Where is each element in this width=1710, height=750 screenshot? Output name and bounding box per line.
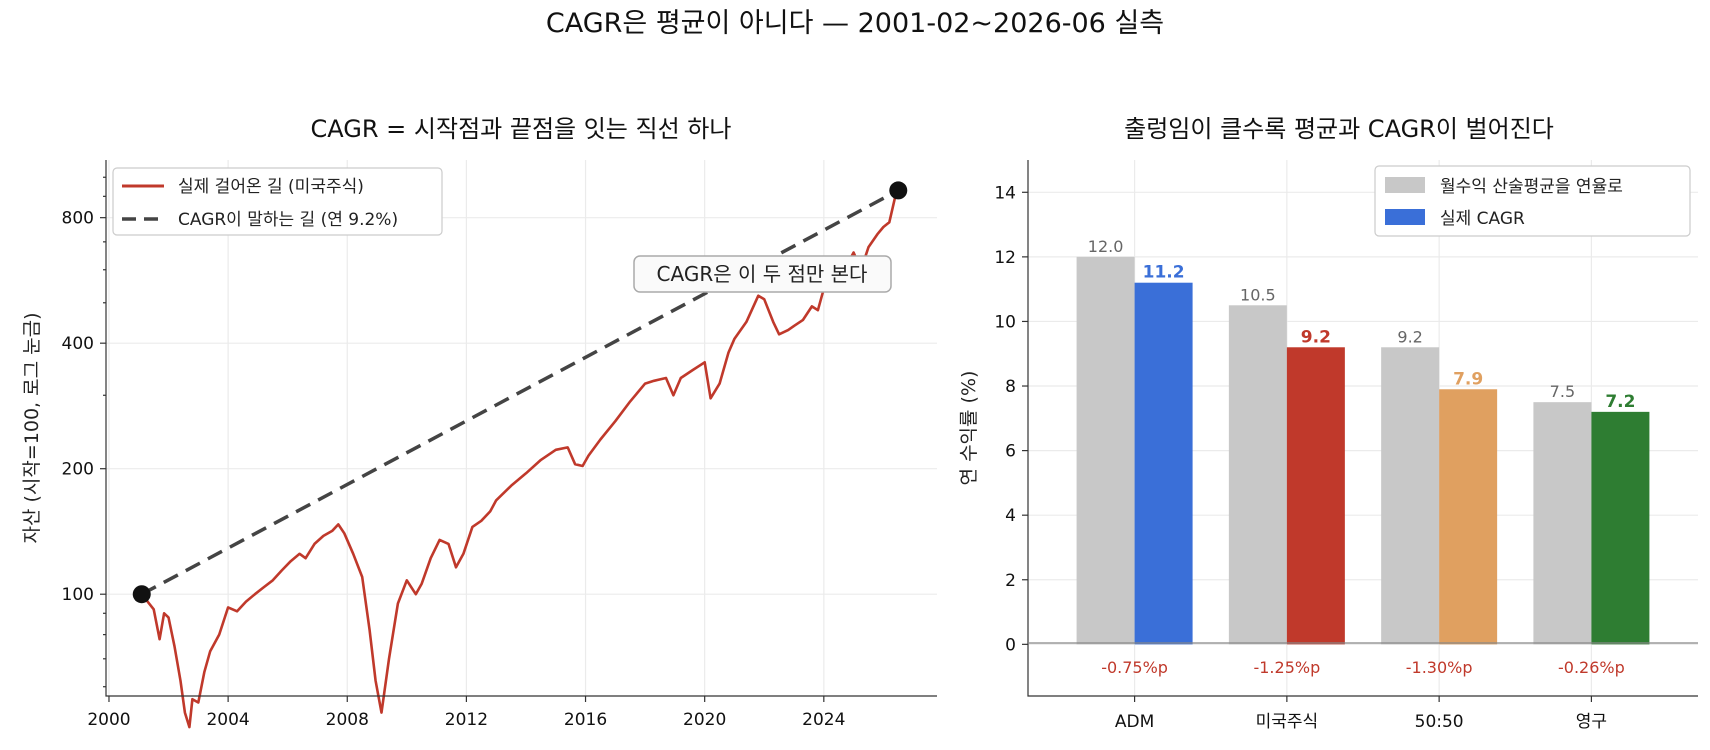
x-tick-label: 미국주식	[1256, 712, 1319, 732]
bar-label-cagr: 11.2	[1143, 263, 1185, 283]
bar-legend-swatch-cagr	[1385, 209, 1425, 225]
bar-label-cagr: 9.2	[1301, 327, 1331, 347]
x-tick-label: 2020	[683, 710, 726, 730]
x-tick-label: 영구	[1576, 712, 1607, 732]
bar-chart-legend: 월수익 산술평균을 연율로 실제 CAGR	[1374, 165, 1691, 237]
bar-chart-bars: 12.0 11.2 -0.75%p 10.5 9.2 -1.25%p 9.2 7.9 -1.30…	[1076, 237, 1650, 677]
y-tick-label: 100	[62, 585, 94, 605]
y-tick-label: 10	[994, 312, 1016, 332]
bar-arith-mean	[1533, 402, 1592, 645]
bar-arith-mean	[1228, 305, 1287, 645]
bar-label-arith-mean: 12.0	[1088, 237, 1124, 256]
figure-title: CAGR은 평균이 아니다 — 2001-02~2026-06 실측	[546, 8, 1164, 39]
bar-label-arith-mean: 9.2	[1397, 327, 1422, 346]
start-point-marker	[132, 585, 151, 604]
bar-chart-ylabel: 연 수익률 (%)	[958, 371, 980, 486]
x-tick-label: 50:50	[1415, 712, 1464, 732]
bar-label-cagr: 7.2	[1605, 392, 1635, 412]
y-tick-label: 400	[62, 334, 94, 354]
line-chart-title: CAGR = 시작점과 끝점을 잇는 직선 하나	[311, 115, 732, 143]
y-tick-label: 12	[994, 248, 1016, 268]
bar-cagr	[1591, 411, 1650, 645]
bar-arith-mean	[1076, 256, 1135, 645]
bar-legend-box	[1374, 165, 1691, 237]
y-tick-label: 0	[1005, 635, 1016, 655]
x-tick-label: 2016	[564, 710, 607, 730]
line-chart-ticks: 2000 2004 2008 2012 2016 2020 2024 100 200 400 800	[62, 176, 845, 730]
bar-legend-swatch-arith-mean	[1385, 177, 1425, 193]
bar-label-cagr: 7.9	[1453, 369, 1483, 389]
x-tick-label: 2000	[87, 710, 130, 730]
annotation-box	[633, 255, 892, 293]
bar-legend-label-arith-mean: 월수익 산술평균을 연율로	[1440, 177, 1623, 197]
legend-label-cagr-path: CAGR이 말하는 길 (연 9.2%)	[178, 210, 398, 230]
y-tick-label: 8	[1005, 377, 1016, 397]
difference-label: -1.25%p	[1253, 658, 1320, 677]
bar-label-arith-mean: 7.5	[1550, 382, 1575, 401]
cagr-path-line	[140, 188, 900, 596]
y-tick-label: 14	[994, 183, 1016, 203]
line-chart-ylabel: 자산 (시작=100, 로그 눈금)	[21, 312, 43, 543]
bar-chart-title: 출렁임이 클수록 평균과 CAGR이 벌어진다	[1124, 115, 1554, 143]
x-tick-label: ADM	[1115, 712, 1154, 732]
y-tick-label: 4	[1005, 506, 1016, 526]
bar-label-arith-mean: 10.5	[1240, 285, 1276, 304]
x-tick-label: 2008	[326, 710, 369, 730]
difference-label: -0.26%p	[1558, 658, 1625, 677]
y-tick-label: 800	[62, 209, 94, 229]
legend-label-actual-path: 실제 걸어온 길 (미국주식)	[178, 177, 364, 197]
x-tick-label: 2024	[802, 710, 845, 730]
x-tick-label: 2004	[206, 710, 249, 730]
difference-label: -1.30%p	[1406, 658, 1473, 677]
bar-cagr	[1439, 389, 1498, 645]
bar-chart-ticks: 0 2 4 6 8 10 12 14 ADM 미국주식 50:50 영구	[994, 183, 1607, 732]
bar-cagr	[1134, 282, 1193, 645]
difference-label: -0.75%p	[1101, 658, 1168, 677]
y-tick-label: 2	[1005, 571, 1016, 591]
line-chart-panel: CAGR = 시작점과 끝점을 잇는 직선 하나 2000 2004 2008 201…	[21, 115, 937, 730]
line-chart-legend: 실제 걸어온 길 (미국주식) CAGR이 말하는 길 (연 9.2%)	[112, 167, 443, 236]
bar-chart-axes	[1027, 160, 1698, 697]
line-chart-annotation: CAGR은 이 두 점만 본다	[633, 255, 892, 293]
actual-path-line	[140, 196, 897, 729]
x-tick-label: 2012	[445, 710, 488, 730]
y-tick-label: 200	[62, 460, 94, 480]
line-chart-axes	[105, 160, 937, 697]
bar-legend-label-cagr: 실제 CAGR	[1440, 209, 1525, 229]
bar-arith-mean	[1381, 347, 1440, 645]
annotation-text: CAGR은 이 두 점만 본다	[657, 262, 868, 286]
bar-chart-panel: 출렁임이 클수록 평균과 CAGR이 벌어진다 12.011.2-0.75%p1…	[958, 115, 1698, 732]
end-point-marker	[889, 181, 908, 200]
line-chart-grid	[106, 160, 937, 696]
legend-box	[112, 167, 443, 236]
bar-cagr	[1286, 347, 1345, 645]
y-tick-label: 6	[1005, 442, 1016, 462]
